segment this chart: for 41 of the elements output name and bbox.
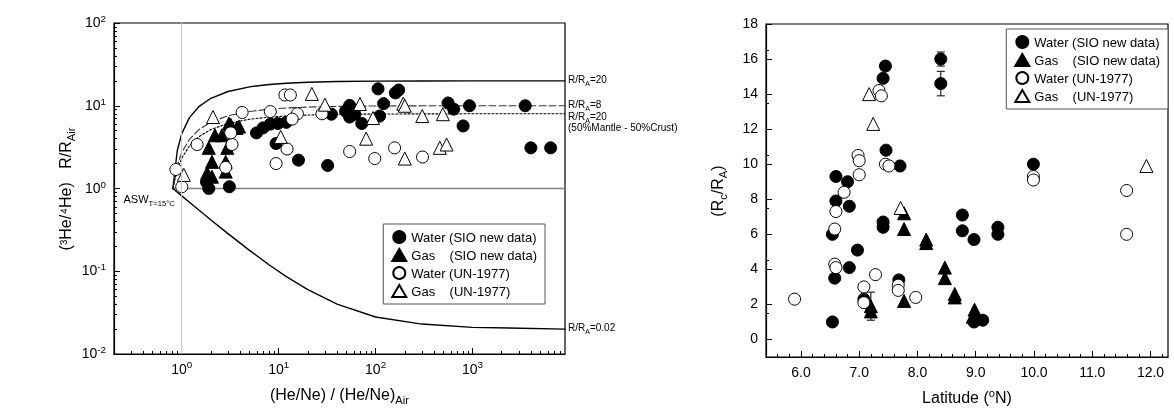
x-axis-title: Latitude ($^{o}$N) [922,386,1012,407]
x-axis-title: (He/Ne) / (He/Ne)$_{Air}$ [269,386,410,407]
legend-label: Water (UN-1977) [411,265,510,281]
x-tick-label: 12.0 [1136,364,1165,381]
y-tick-label: 6 [750,225,758,243]
y-tick-label: 10$^{1}$ [84,95,106,114]
legend-label: Gas (UN-1977) [1034,88,1134,104]
y-tick-label: 10$^{0}$ [84,178,106,197]
series-label: R/R$_{A}$=20 (50%Mantle - 50%Crust) [568,110,678,133]
x-tick-label: 9.0 [966,364,986,381]
legend-label: Gas (SIO new data) [1034,52,1160,68]
legend-label: Water (SIO new data) [1034,34,1160,50]
y-tick-label: 0 [750,330,758,348]
series-label: R/R$_{A}$=0.02 [568,322,616,336]
y-tick-label: 10$^{2}$ [84,12,106,31]
legend-label: Water (SIO new data) [411,229,537,245]
y-tick-label: 16 [742,50,758,67]
annotation: ASW$_{T=15°C}$ [123,192,175,208]
x-tick-label: 7.0 [849,364,869,381]
y-tick-label: 4 [750,260,758,278]
legend-label: Gas (UN-1977) [411,283,511,299]
y-tick-label: 14 [742,85,758,102]
x-tick-label: 10$^{2}$ [365,359,387,378]
y-tick-label: 18 [742,15,758,32]
series-label: R/R$_{A}$=20 [568,73,607,87]
x-tick-label: 10$^{3}$ [461,359,484,378]
y-tick-label: 10 [742,155,758,172]
series-label: R/R$_{A}$=8 [568,98,602,112]
x-tick-label: 8.0 [907,364,928,381]
x-tick-label: 6.0 [791,364,811,381]
x-tick-label: 10.0 [1020,364,1048,381]
x-tick-label: 11.0 [1079,364,1106,381]
y-tick-label: 10$^{-2}$ [81,343,106,362]
y-tick-label: 12 [742,120,758,137]
y-tick-label: 8 [750,190,758,207]
legend-label: Water (UN-1977) [1034,70,1133,86]
legend-label: Gas (SIO new data) [411,247,537,263]
y-tick-label: 10$^{-1}$ [81,260,106,279]
y-tick-label: 2 [750,295,758,313]
x-tick-label: 10$^{0}$ [171,359,193,378]
x-tick-label: 10$^{1}$ [268,359,290,378]
